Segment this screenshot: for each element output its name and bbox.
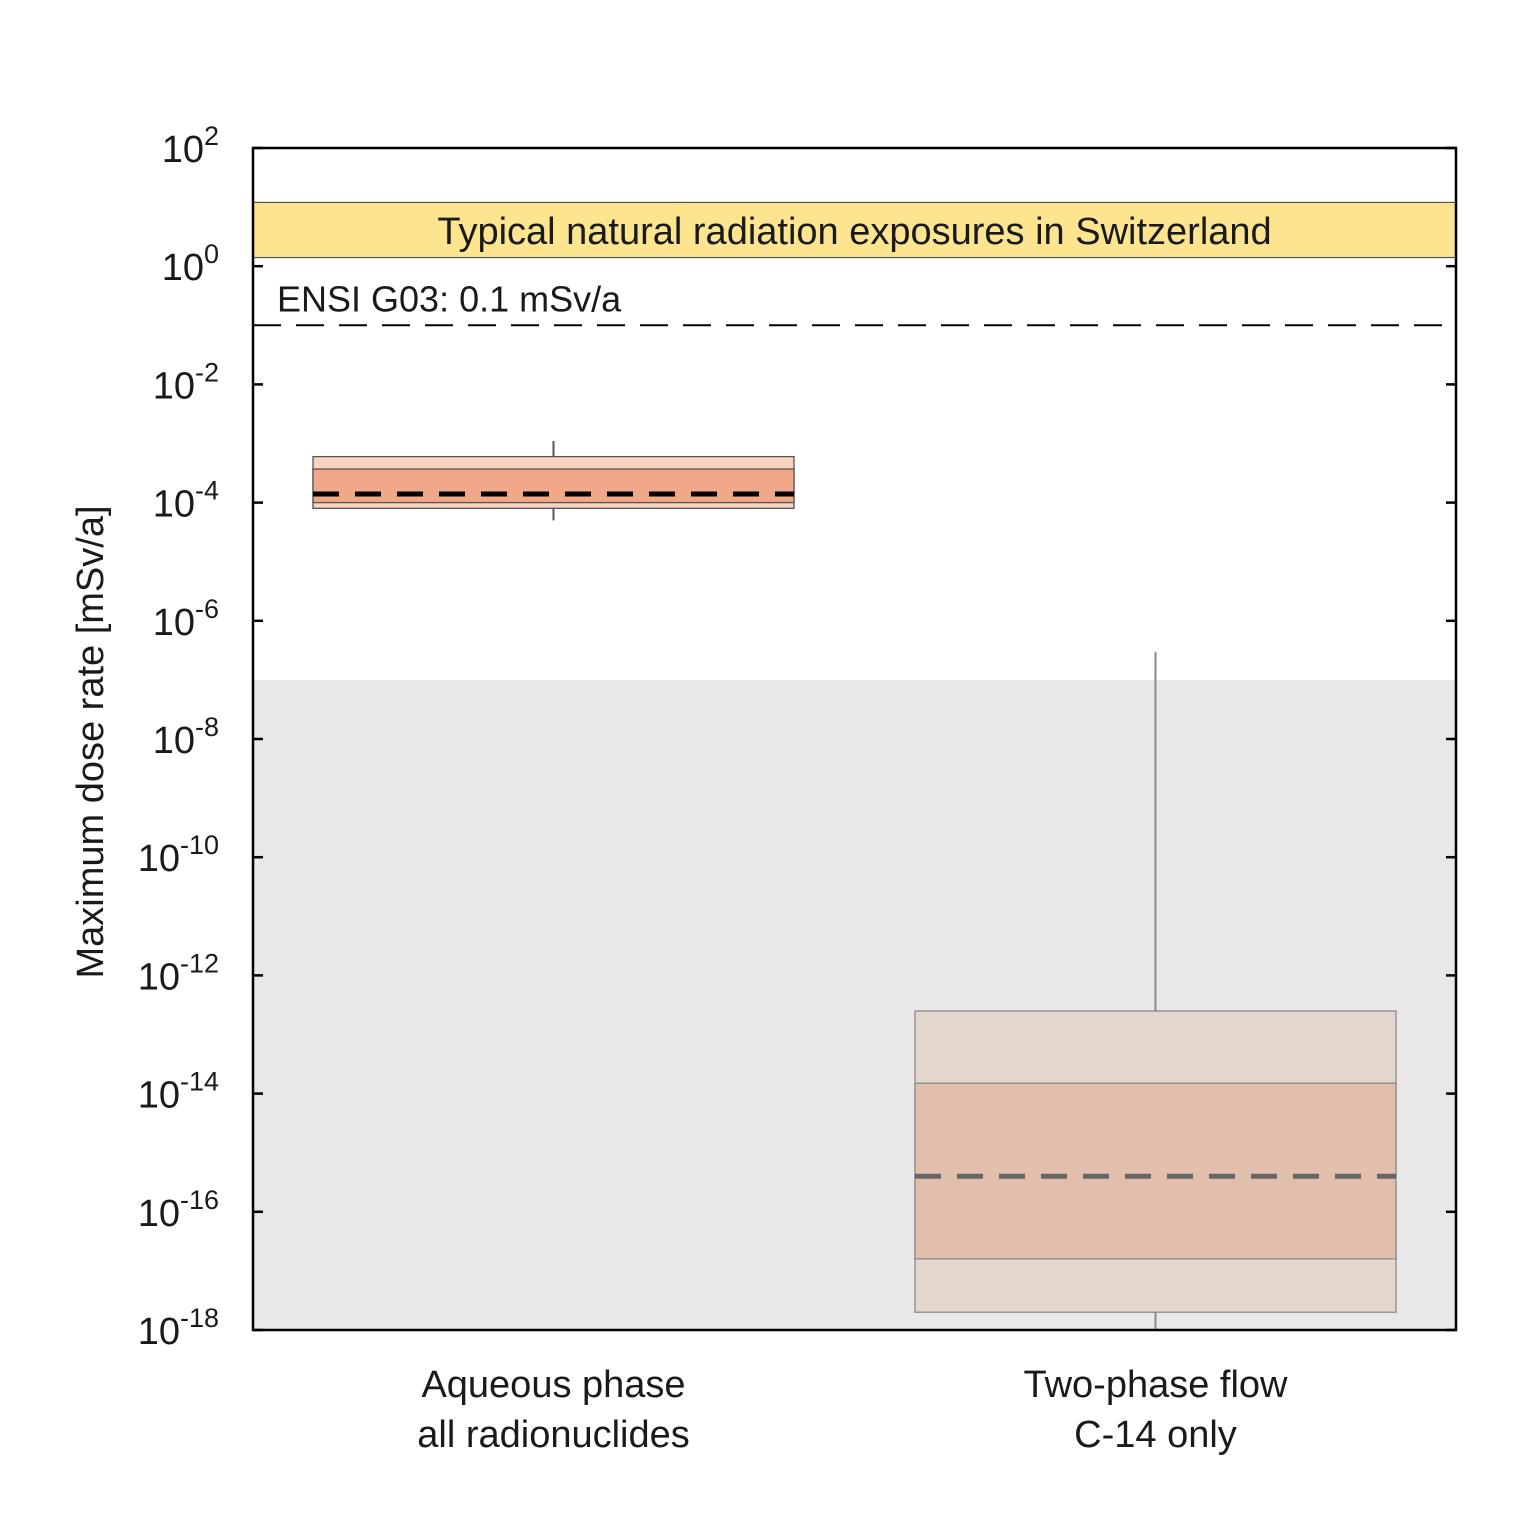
reference-line-group: ENSI G03: 0.1 mSv/a — [253, 278, 1456, 327]
interquartile-box — [914, 1082, 1397, 1260]
y-tick-label: 10-14 — [138, 1067, 219, 1117]
y-tick-label: 10-12 — [138, 948, 219, 998]
y-tick-label: 10-2 — [153, 357, 219, 407]
natural-exposure-label: Typical natural radiation exposures in S… — [437, 211, 1271, 253]
axes: 102 100 10-2 10-4 10-6 10-8 10-10 10-12 10-14 10-… — [138, 121, 1458, 1456]
x-category-label: Aqueous phase — [421, 1364, 685, 1406]
ensi-reference-label: ENSI G03: 0.1 mSv/a — [277, 278, 622, 319]
box-2 — [914, 651, 1397, 1330]
y-tick-label: 10-18 — [138, 1303, 219, 1353]
x-category-label: Two-phase flow — [1023, 1364, 1288, 1406]
x-category-label: all radionuclides — [417, 1414, 690, 1456]
y-tick-label: 100 — [162, 239, 219, 289]
y-tick-label: 10-4 — [153, 476, 219, 526]
y-tick-label: 102 — [162, 121, 219, 171]
box-plots — [312, 441, 1397, 1330]
x-category-label: C-14 only — [1074, 1414, 1237, 1456]
y-axis-label: Maximum dose rate [mSv/a] — [70, 505, 112, 978]
natural-exposure-band — [252, 201, 1457, 259]
y-tick-label: 10-6 — [153, 594, 219, 644]
box-1 — [312, 441, 795, 521]
interquartile-box — [312, 468, 795, 504]
y-tick-label: 10-16 — [138, 1185, 219, 1235]
y-tick-label: 10-8 — [153, 712, 219, 762]
y-tick-label: 10-10 — [138, 830, 219, 880]
